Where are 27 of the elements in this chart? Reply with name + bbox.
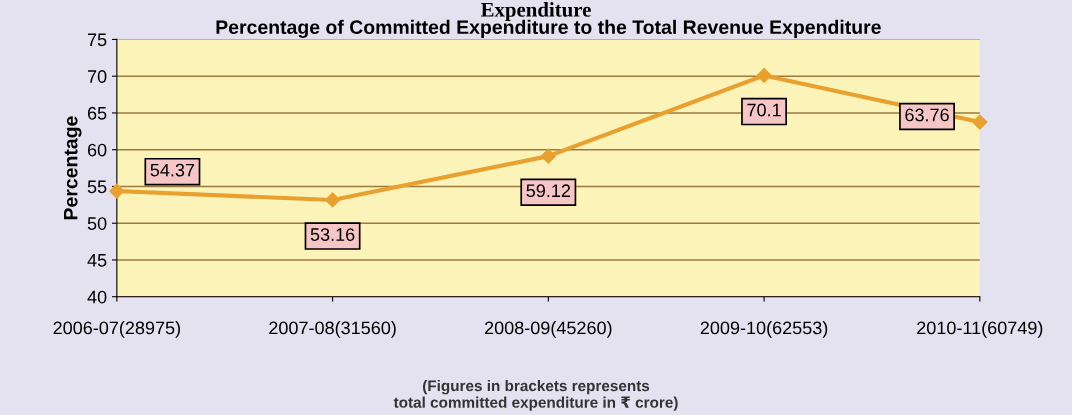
point [756, 67, 772, 84]
data-label: 63.76 [905, 108, 949, 122]
y-tick-label: 60 [87, 143, 107, 157]
y-tick-label: 50 [87, 217, 107, 230]
x-tick-label: 2009-10(62553) [700, 321, 828, 338]
point [109, 183, 125, 199]
x-tick-label: 2010-11(60749) [917, 321, 1043, 338]
y-axis-title: Percentage [63, 116, 82, 220]
data-label: 54.37 [150, 163, 195, 177]
text: Expenditure [480, 2, 591, 21]
chart-title: Percentage of Committed Expenditure to the Total Revenue Expenditure [216, 19, 881, 38]
x-tick-label: 2008-09(45260) [485, 321, 612, 338]
point [325, 192, 341, 208]
data-label: 53.16 [310, 228, 355, 241]
x-tick-label: 2006-07(28975) [53, 321, 180, 338]
point [972, 114, 988, 130]
y-tick-label: 55 [87, 180, 107, 194]
data-label: 70.1 [747, 103, 781, 117]
x-tick-label: 2007-08(31560) [269, 321, 396, 338]
data-label: 59.12 [526, 184, 571, 198]
y-tick-label: 45 [87, 254, 107, 267]
y-tick-label: 75 [87, 33, 107, 47]
point [540, 148, 556, 164]
y-tick-label: 70 [87, 70, 107, 83]
y-tick-label: 65 [87, 106, 107, 120]
y-tick-label: 40 [87, 290, 107, 304]
text: (Figures in brackets represents total committed expenditure in ₹ crore) [393, 380, 678, 411]
